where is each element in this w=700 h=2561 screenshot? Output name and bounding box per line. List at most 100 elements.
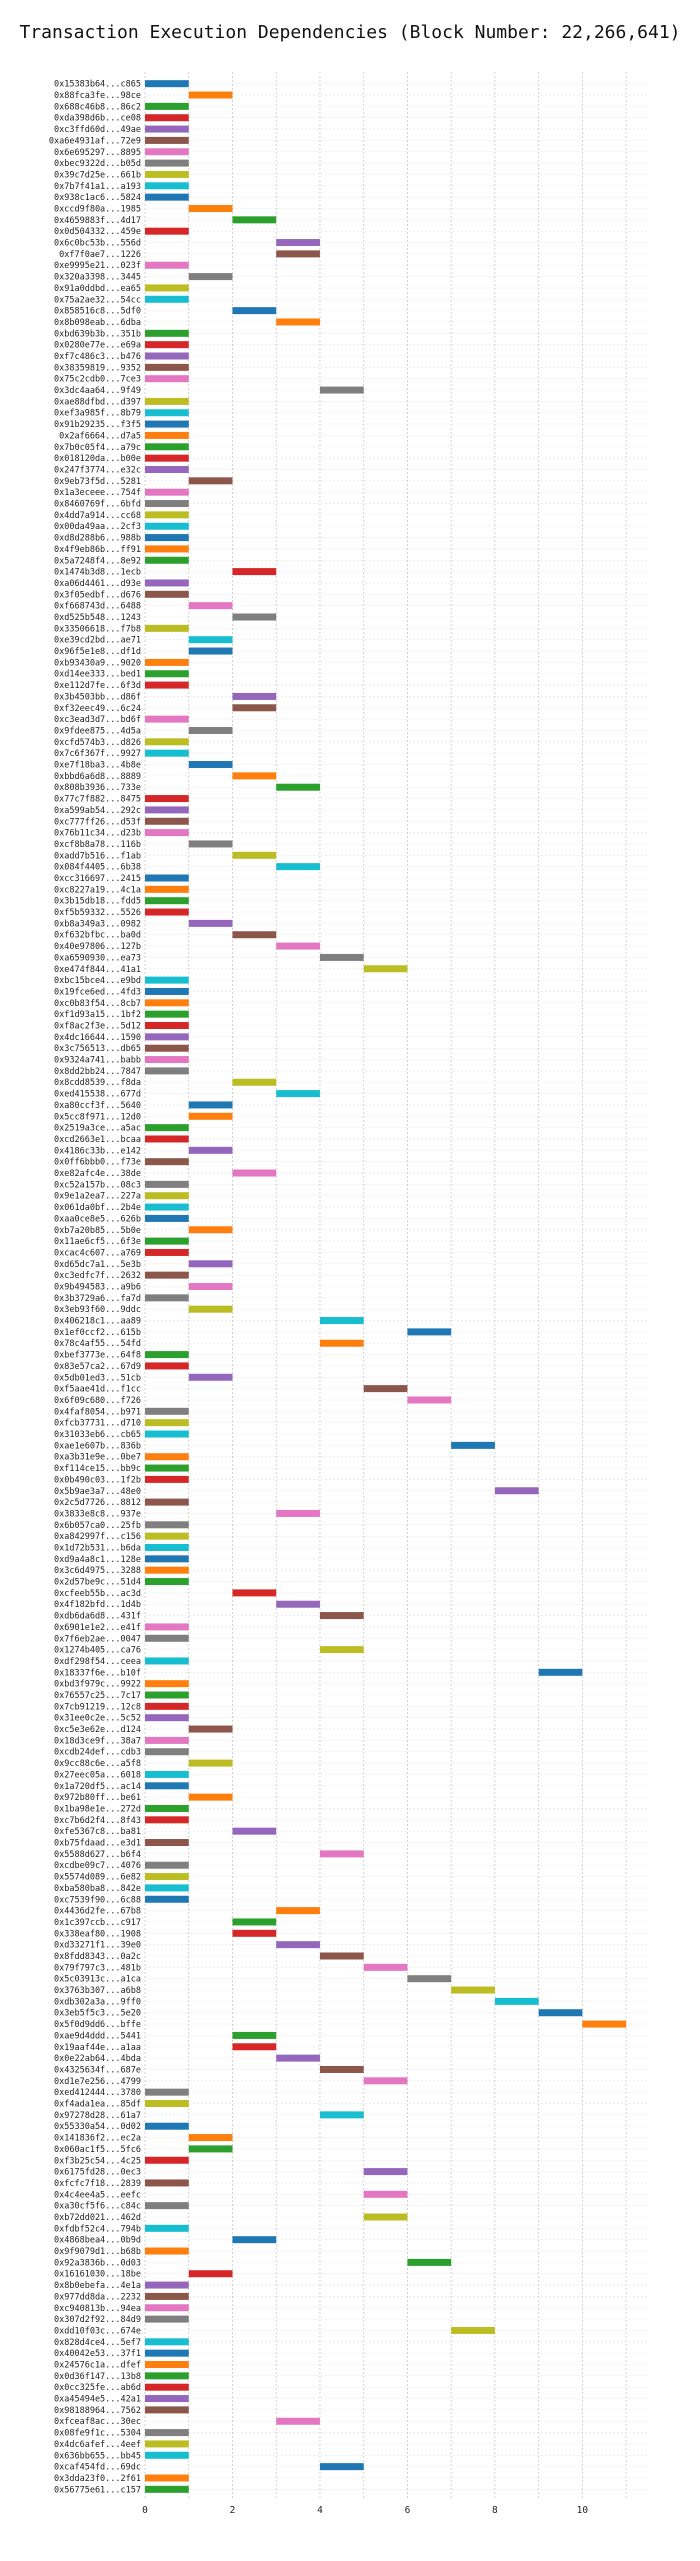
transaction-bar	[145, 545, 189, 553]
y-tick-label: 0x9eb73f5d...5281	[54, 477, 141, 487]
transaction-bar	[145, 284, 189, 292]
transaction-bar	[188, 647, 233, 655]
transaction-bar	[145, 409, 189, 417]
y-tick-labels: 0x15383b64...c8650x88fca3fe...98ce0x688c…	[49, 80, 141, 2496]
y-tick-label: 0xccd9f80a...1985	[54, 204, 141, 214]
y-tick-label: 0x40042e53...37f1	[54, 2349, 141, 2359]
y-tick-label: 0x9f9079d1...b68b	[54, 2247, 141, 2257]
y-tick-label: 0xd8d288b6...988b	[54, 534, 141, 544]
transaction-bar	[232, 307, 277, 315]
y-tick-label: 0xe82afc4e...38de	[54, 1169, 141, 1179]
y-tick-label: 0x6e695297...8895	[54, 148, 141, 158]
transaction-bar	[188, 602, 233, 610]
y-tick-label: 0x320a3398...3445	[54, 273, 141, 283]
y-tick-label: 0x3763b307...a6b8	[54, 1986, 141, 1996]
transaction-bar	[145, 2406, 189, 2414]
transaction-bar	[145, 1714, 189, 1722]
y-tick-label: 0xc7b6d2f4...8f43	[54, 1816, 141, 1826]
y-tick-label: 0xf7f0ae7...1226	[59, 250, 141, 260]
transaction-bar	[276, 783, 320, 791]
y-tick-label: 0x4325634f...687e	[54, 2065, 141, 2075]
transaction-bar	[145, 738, 189, 746]
y-tick-label: 0x08fe9f1c...5304	[54, 2429, 141, 2439]
y-tick-label: 0x9fdee875...4d5a	[54, 726, 141, 736]
y-tick-label: 0x8fdd8343...0a2c	[54, 1952, 141, 1962]
y-tick-label: 0xe112d7fe...6f3d	[54, 681, 141, 691]
y-tick-label: 0x19fce6ed...4fd3	[54, 987, 141, 997]
transaction-bar	[188, 726, 233, 734]
transaction-bar	[276, 863, 320, 871]
transaction-bar	[232, 613, 277, 621]
y-tick-label: 0x4faf8054...b971	[54, 1407, 141, 1417]
transaction-bar	[145, 1135, 189, 1143]
y-tick-label: 0x1274b405...ca76	[54, 1646, 141, 1656]
y-tick-label: 0xcfd574b3...d826	[54, 738, 141, 748]
transaction-bar	[188, 919, 233, 927]
y-tick-label: 0xfcfc7f18...2839	[54, 2179, 141, 2189]
transaction-bar	[145, 522, 189, 530]
y-tick-label: 0x8b098eab...6dba	[54, 318, 141, 328]
y-tick-label: 0x27eec05a...6018	[54, 1770, 141, 1780]
y-tick-label: 0x4186c33b...e142	[54, 1146, 141, 1156]
y-tick-label: 0xcc316697...2415	[54, 874, 141, 884]
y-tick-label: 0xae1e607b...836b	[54, 1441, 141, 1451]
transaction-bar	[232, 931, 277, 939]
transaction-bar	[145, 1407, 189, 1415]
y-tick-label: 0x1a720df5...ac14	[54, 1782, 141, 1792]
y-tick-label: 0x76b11c34...d23b	[54, 829, 141, 839]
bars	[145, 80, 627, 2493]
y-tick-label: 0x0280e77e...e69a	[54, 341, 141, 351]
y-tick-label: 0x6b057ca0...25fb	[54, 1521, 141, 1531]
y-tick-label: 0xc940813b...94ea	[54, 2304, 141, 2314]
y-tick-label: 0x39c7d25e...661b	[54, 170, 141, 180]
transaction-bar	[145, 2440, 189, 2448]
x-tick-label: 8	[492, 2505, 498, 2516]
transaction-bar	[145, 897, 189, 905]
y-tick-label: 0x7f6eb2ae...0047	[54, 1634, 141, 1644]
y-tick-label: 0x0ff6bbb0...f73e	[54, 1158, 141, 1168]
x-tick-label: 6	[405, 2505, 411, 2516]
y-tick-label: 0x1d72b531...b6da	[54, 1543, 141, 1553]
transaction-bar	[319, 1339, 364, 1347]
y-tick-label: 0xa30cf5f6...c84c	[54, 2202, 141, 2212]
y-tick-label: 0xf3b25c54...4c25	[54, 2156, 141, 2166]
y-tick-label: 0xf4ada1ea...85df	[54, 2100, 141, 2110]
y-tick-label: 0xcdb24def...cdb3	[54, 1748, 141, 1758]
transaction-bar	[145, 1180, 189, 1188]
transaction-bar	[145, 1475, 189, 1483]
transaction-bar	[145, 1056, 189, 1064]
transaction-bar	[145, 136, 189, 144]
transaction-bar	[145, 2451, 189, 2459]
y-tick-label: 0xd525b548...1243	[54, 613, 141, 623]
transaction-bar	[188, 1793, 233, 1801]
transaction-bar	[145, 1566, 189, 1574]
y-tick-label: 0xbd639b3b...351b	[54, 329, 141, 339]
y-tick-label: 0xdb302a3a...9ff0	[54, 1997, 141, 2007]
transaction-bar	[145, 1748, 189, 1756]
transaction-bar	[451, 1986, 495, 1994]
y-tick-label: 0x972b80ff...be61	[54, 1793, 141, 1803]
y-tick-label: 0x1474b3d8...1ecb	[54, 568, 141, 578]
x-tick-label: 10	[577, 2505, 589, 2516]
y-tick-label: 0xb72dd021...462d	[54, 2213, 141, 2223]
transaction-bar	[145, 715, 189, 723]
transaction-bar	[145, 488, 189, 496]
y-tick-label: 0x4dc16644...1590	[54, 1033, 141, 1043]
transaction-bar	[319, 1612, 364, 1620]
y-tick-label: 0x3c756513...db65	[54, 1044, 141, 1054]
transaction-bar	[145, 1158, 189, 1166]
y-tick-label: 0x3c6d4975...3288	[54, 1566, 141, 1576]
y-tick-label: 0x247f3774...e32c	[54, 465, 141, 475]
transaction-bar	[188, 1146, 233, 1154]
y-tick-label: 0xa599ab54...292c	[54, 806, 141, 816]
y-tick-label: 0x3b4503bb...d86f	[54, 692, 141, 702]
y-tick-label: 0x75c2cdb0...7ce3	[54, 375, 141, 385]
y-tick-label: 0x5cc8f971...12d0	[54, 1112, 141, 1122]
y-tick-label: 0xfe5367c8...ba81	[54, 1827, 141, 1837]
transaction-bar	[145, 1294, 189, 1302]
transaction-bar	[145, 397, 189, 405]
transaction-bar	[276, 1090, 320, 1098]
y-tick-label: 0x1ba98e1e...272d	[54, 1804, 141, 1814]
transaction-bar	[232, 704, 277, 712]
transaction-bar	[145, 1578, 189, 1586]
